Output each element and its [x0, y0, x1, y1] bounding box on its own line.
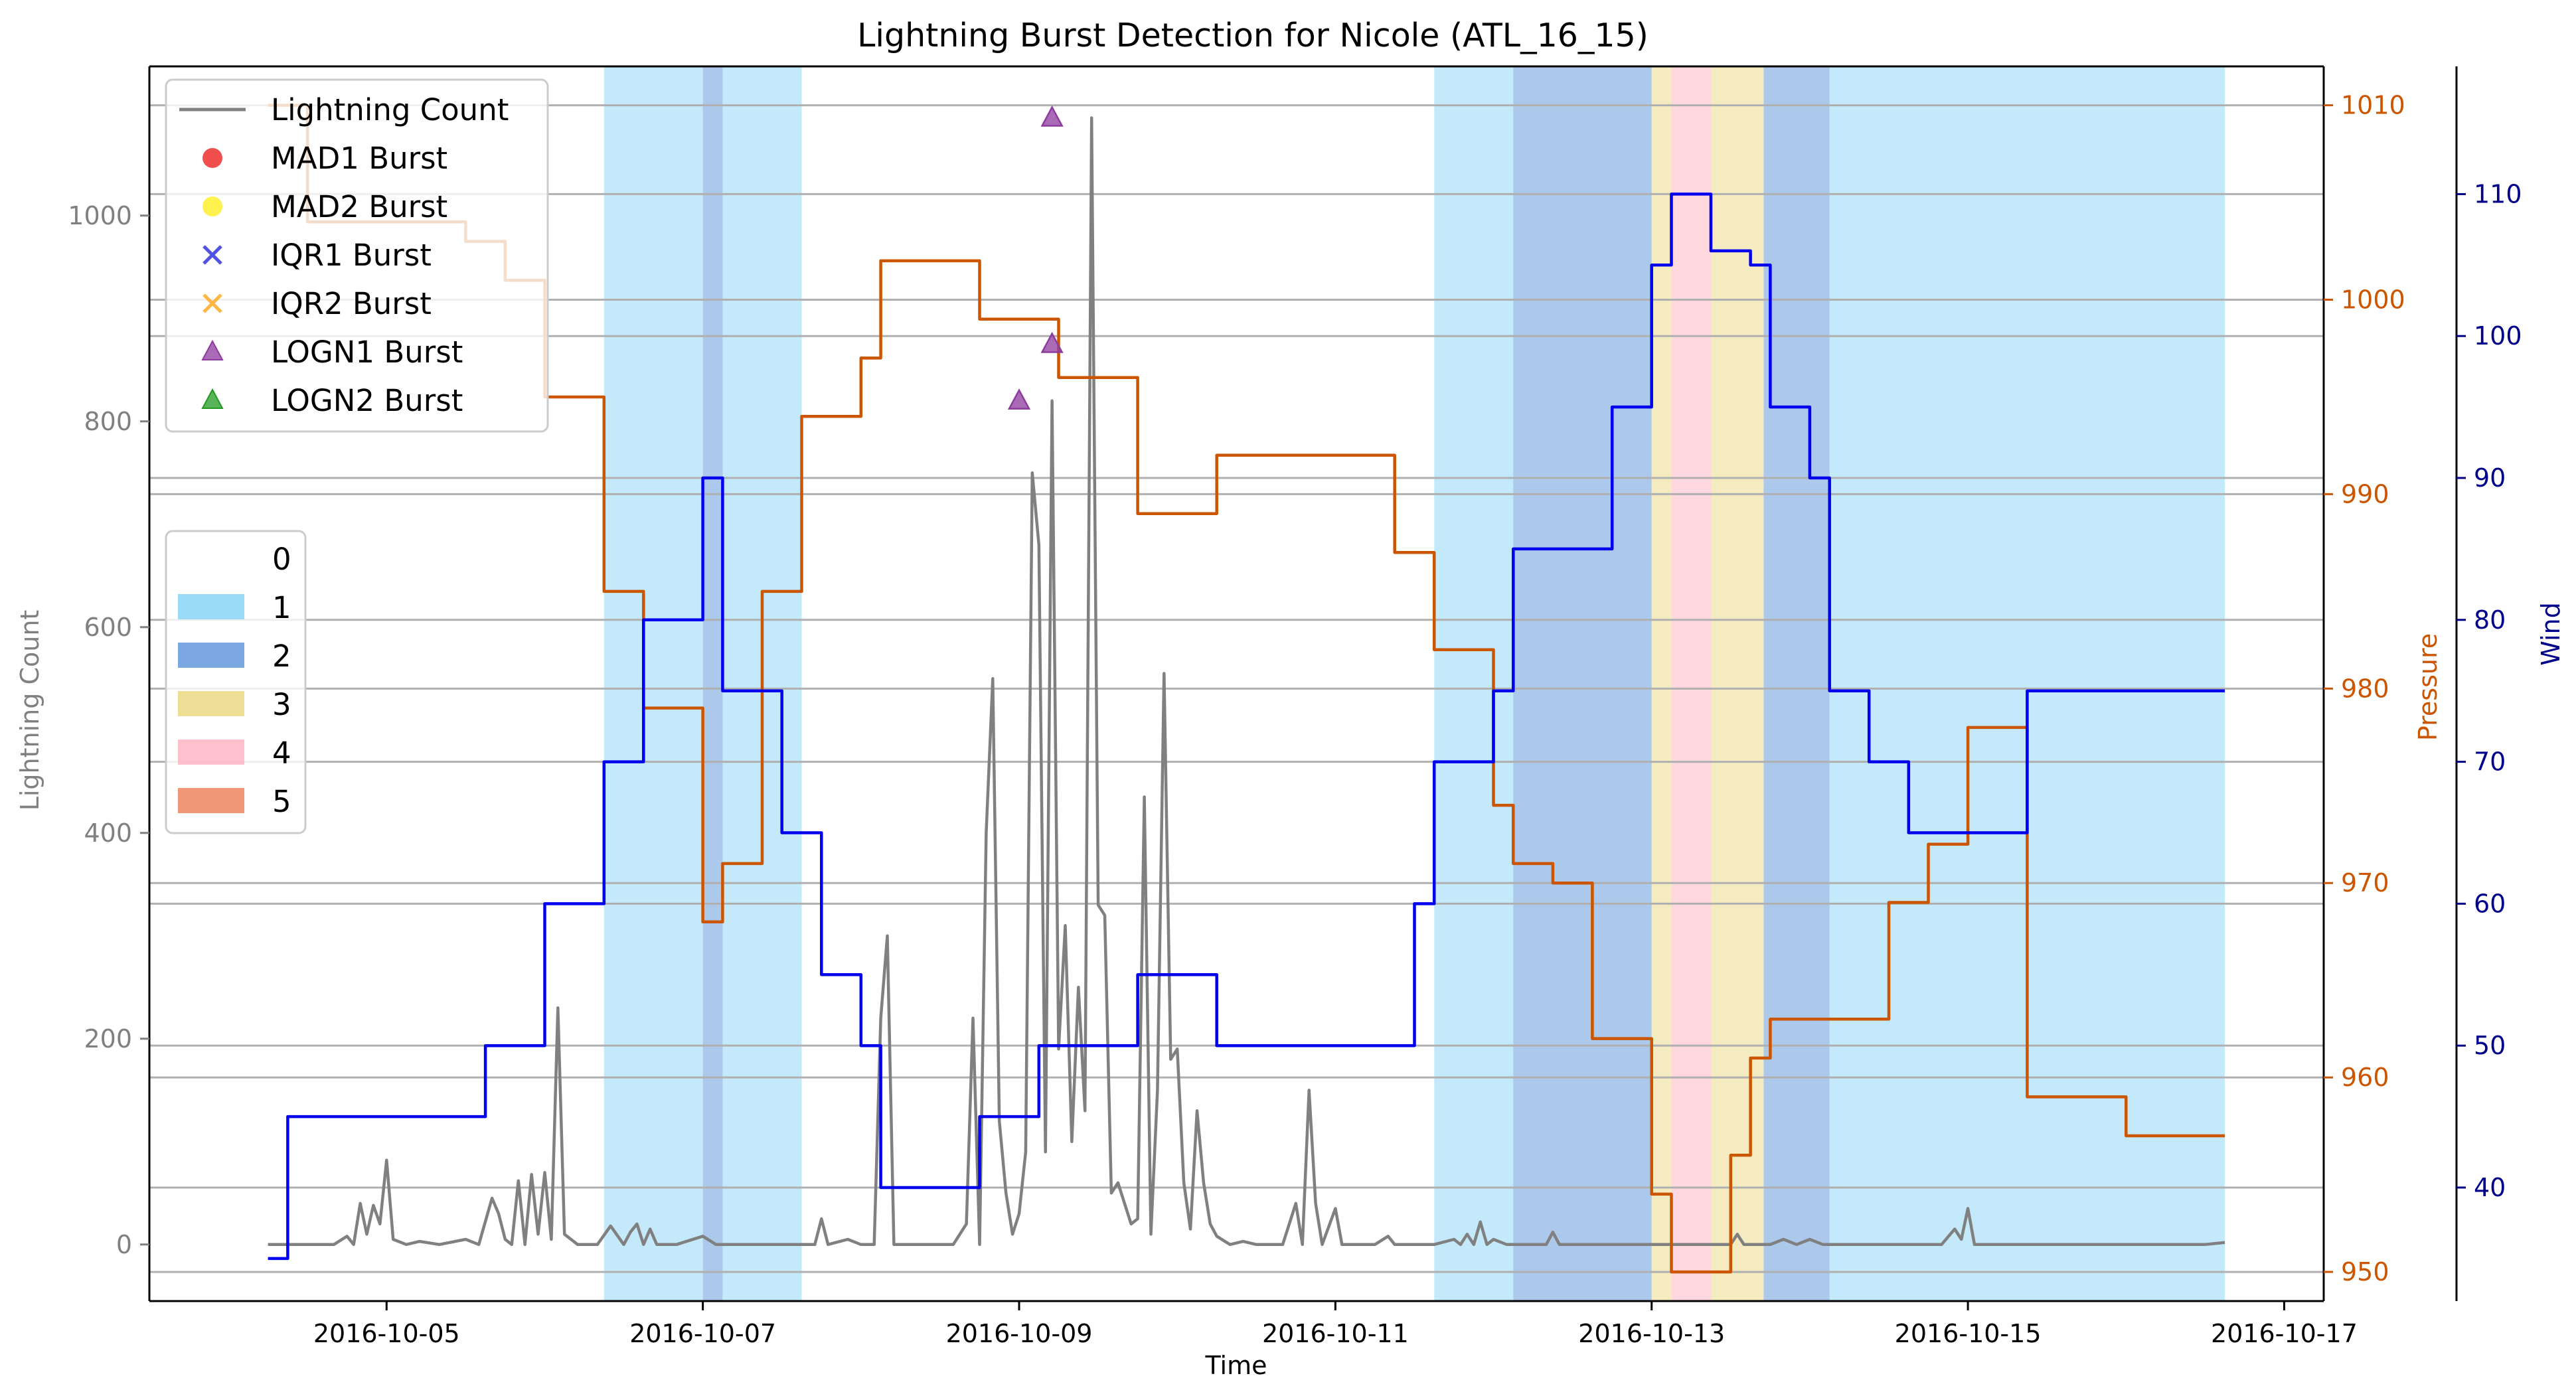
legend-category-label-3: 3	[272, 687, 291, 722]
legend-swatch-circle	[202, 196, 222, 216]
y-left-tick-label: 400	[84, 818, 132, 848]
x-tick-label: 2016-10-11	[1262, 1319, 1409, 1348]
y-pressure-tick-label: 980	[2341, 674, 2389, 703]
y-wind-tick-label: 90	[2474, 463, 2506, 493]
y-pressure-tick-label: 1010	[2341, 91, 2405, 120]
y-axis-label-pressure: Pressure	[2413, 633, 2443, 741]
axes	[148, 65, 2458, 1302]
y-wind-tick-label: 50	[2474, 1031, 2506, 1060]
legend-category-label-4: 4	[272, 736, 291, 771]
y-axis-label-lightning: Lightning Count	[15, 610, 44, 811]
category-span-4	[1434, 66, 1514, 1301]
legend-category-swatch-3	[178, 691, 244, 716]
burst-marker-logn1-1	[1007, 388, 1031, 410]
legend-category-label-0: 0	[272, 542, 291, 577]
y-wind-tick-label: 100	[2474, 321, 2522, 350]
legend-label-lightning-count: Lightning Count	[271, 92, 509, 127]
x-tick-label: 2016-10-13	[1578, 1319, 1725, 1348]
legend-category-label-2: 2	[272, 639, 291, 674]
y-left-tick-label: 800	[84, 407, 132, 436]
x-axis-label: Time	[1205, 1351, 1267, 1380]
legend-top-frame	[165, 78, 549, 433]
tick-labels: 2016-10-05 2016-10-07 2016-10-09 2016-10-11…	[68, 91, 2522, 1348]
y-left-tick-label: 200	[84, 1024, 132, 1053]
y-wind-tick-label: 110	[2474, 179, 2522, 208]
category-span-2	[702, 66, 723, 1301]
legend-label-logn1-burst: LOGN1 Burst	[271, 335, 463, 370]
y-pressure-tick-label: 960	[2341, 1063, 2389, 1092]
y-wind-tick-label: 70	[2474, 747, 2506, 777]
y-left-tick-label: 0	[116, 1230, 132, 1259]
legend-swatch-triangle	[201, 388, 224, 409]
legend-swatch-triangle	[201, 339, 224, 360]
burst-markers	[1007, 105, 1064, 410]
chart-title: Lightning Burst Detection for Nicole (AT…	[857, 17, 1649, 54]
series-line-pressure	[268, 104, 2225, 1274]
y-pressure-tick-label: 970	[2341, 868, 2389, 897]
series-line-wind	[268, 193, 2225, 1261]
category-span-10	[1829, 66, 2225, 1301]
category-spans	[604, 66, 2225, 1301]
series-line-lightning-count	[268, 116, 2225, 1247]
y-wind-tick-label: 40	[2474, 1173, 2506, 1202]
y-pressure-tick-label: 990	[2341, 479, 2389, 508]
x-tick-label: 2016-10-05	[313, 1319, 460, 1348]
series-lines	[268, 104, 2225, 1274]
x-tick-label: 2016-10-09	[946, 1319, 1093, 1348]
legend-label-iqr2-burst: IQR2 Burst	[271, 286, 432, 321]
burst-marker-logn1-3	[1040, 331, 1064, 353]
legend-burst-methods: Lightning Count MAD1 Burst MAD2 Burst IQR1 …	[165, 78, 549, 433]
legend-category-swatch-1	[178, 594, 244, 619]
legend-swatch-x	[202, 293, 222, 313]
y-wind-tick-label: 60	[2474, 889, 2506, 918]
legend-label-iqr1-burst: IQR1 Burst	[271, 238, 432, 273]
category-span-7	[1671, 66, 1712, 1301]
legend-label-logn2-burst: LOGN2 Burst	[271, 383, 463, 418]
y-pressure-tick-label: 950	[2341, 1257, 2389, 1286]
x-tick-label: 2016-10-15	[1895, 1319, 2042, 1348]
legend-categories: 0 1 2 3 4 5	[165, 530, 307, 834]
legend-label-mad2-burst: MAD2 Burst	[271, 189, 447, 224]
y-axis-label-wind: Wind	[2536, 602, 2565, 666]
y-left-tick-label: 600	[84, 613, 132, 642]
category-span-1	[604, 66, 703, 1301]
legend-swatch-x	[202, 245, 222, 265]
legend-category-swatch-5	[178, 788, 244, 813]
y-left-tick-label: 1000	[68, 201, 132, 230]
y-pressure-tick-label: 1000	[2341, 285, 2405, 314]
category-span-9	[1763, 66, 1830, 1301]
legend-category-label-1: 1	[272, 590, 291, 625]
legend-category-swatch-4	[178, 739, 244, 765]
category-span-5	[1513, 66, 1652, 1301]
burst-marker-logn1-2	[1040, 105, 1064, 127]
legend-label-mad1-burst: MAD1 Burst	[271, 141, 447, 176]
x-tick-label: 2016-10-17	[2211, 1319, 2358, 1348]
legend-category-label-5: 5	[272, 784, 291, 819]
y-wind-tick-label: 80	[2474, 605, 2506, 635]
category-span-6	[1651, 66, 1672, 1301]
legend-swatch-circle	[202, 148, 222, 168]
x-tick-label: 2016-10-07	[629, 1319, 776, 1348]
legend-category-swatch-2	[178, 643, 244, 668]
category-span-8	[1711, 66, 1764, 1301]
